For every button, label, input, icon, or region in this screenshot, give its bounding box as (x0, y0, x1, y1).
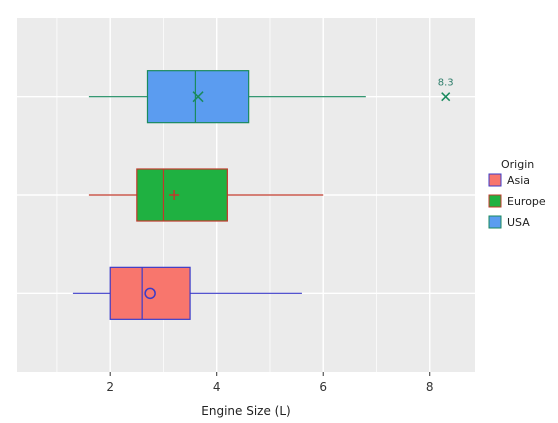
x-tick-label: 2 (106, 380, 114, 394)
legend-label: USA (507, 216, 530, 229)
outlier-point (441, 92, 451, 102)
legend-label: Asia (507, 174, 530, 187)
box-groups: 8.3 (72, 70, 454, 320)
mean-marker-b (192, 91, 204, 103)
legend: Origin Asia Europe USA (488, 158, 546, 229)
mean-marker (192, 91, 204, 103)
outlier-label: 8.3 (438, 78, 454, 89)
legend-item-usa: USA (488, 215, 530, 229)
legend-item-europe: Europe (488, 194, 546, 208)
mean-marker (144, 287, 156, 300)
legend-item-asia: Asia (488, 173, 530, 187)
box-iqr (109, 266, 191, 320)
legend-swatch (488, 215, 502, 229)
box-iqr (136, 168, 228, 222)
legend-label: Europe (507, 195, 546, 208)
mean-marker (169, 190, 180, 200)
box-usa: 8.3 (88, 70, 454, 124)
outlier-x-b (441, 92, 451, 102)
box-asia (72, 266, 302, 320)
legend-swatch (488, 194, 502, 208)
legend-title: Origin (501, 158, 534, 171)
box-europe (88, 168, 324, 222)
x-axis-title: Engine Size (L) (201, 404, 290, 418)
x-tick-label: 4 (213, 380, 221, 394)
x-tick-label: 8 (426, 380, 434, 394)
legend-swatch (488, 173, 502, 187)
x-axis: 2 4 6 8 (106, 372, 434, 394)
x-tick-label: 6 (319, 380, 327, 394)
